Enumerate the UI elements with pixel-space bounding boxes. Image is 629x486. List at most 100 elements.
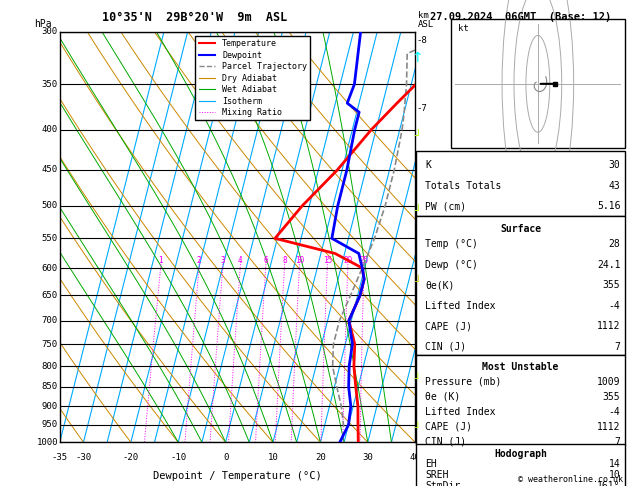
Text: 355: 355 [603, 392, 620, 401]
Text: 400: 400 [42, 125, 58, 134]
Text: 20: 20 [343, 256, 352, 265]
Text: 40: 40 [409, 452, 421, 462]
Text: Dewp (°C): Dewp (°C) [425, 260, 478, 270]
Text: 355: 355 [603, 280, 620, 290]
Text: -10: -10 [170, 452, 186, 462]
Text: CAPE (J): CAPE (J) [425, 422, 472, 432]
Text: 6: 6 [264, 256, 268, 265]
Text: © weatheronline.co.uk: © weatheronline.co.uk [518, 474, 623, 484]
Text: 650: 650 [42, 291, 58, 300]
Text: 161°: 161° [597, 481, 620, 486]
Text: ┘: ┘ [414, 423, 420, 433]
Text: 1: 1 [159, 256, 163, 265]
Text: 25: 25 [359, 256, 369, 265]
Text: 900: 900 [42, 402, 58, 411]
Legend: Temperature, Dewpoint, Parcel Trajectory, Dry Adiabat, Wet Adiabat, Isotherm, Mi: Temperature, Dewpoint, Parcel Trajectory… [196, 36, 311, 121]
Text: Most Unstable: Most Unstable [482, 362, 559, 372]
Text: -30: -30 [75, 452, 91, 462]
Text: km
ASL: km ASL [418, 11, 435, 29]
Text: hPa: hPa [35, 19, 52, 29]
Text: -1: -1 [417, 404, 428, 414]
Text: 1112: 1112 [597, 321, 620, 331]
Text: PW (cm): PW (cm) [425, 201, 466, 211]
Text: SREH: SREH [425, 470, 448, 480]
Text: Dewpoint / Temperature (°C): Dewpoint / Temperature (°C) [153, 471, 322, 481]
Text: 43: 43 [609, 181, 620, 191]
Text: θe(K): θe(K) [425, 280, 454, 290]
Text: 300: 300 [42, 27, 58, 36]
Text: -4: -4 [417, 272, 428, 281]
Text: 350: 350 [42, 80, 58, 88]
Text: Mixing Ratio (g/kg): Mixing Ratio (g/kg) [426, 193, 435, 281]
Text: 10: 10 [267, 452, 279, 462]
Text: Temp (°C): Temp (°C) [425, 240, 478, 249]
Text: 15: 15 [323, 256, 332, 265]
Text: 7: 7 [615, 437, 620, 447]
Text: ↑: ↑ [411, 52, 423, 65]
FancyBboxPatch shape [416, 444, 625, 486]
Text: 10: 10 [295, 256, 304, 265]
Text: Totals Totals: Totals Totals [425, 181, 501, 191]
Text: 1000: 1000 [36, 438, 58, 447]
Text: 850: 850 [42, 382, 58, 391]
Text: ┘: ┘ [414, 277, 420, 287]
FancyBboxPatch shape [416, 216, 625, 355]
Text: -4: -4 [609, 301, 620, 311]
Text: EH: EH [425, 459, 437, 469]
FancyBboxPatch shape [416, 151, 625, 216]
Text: -3: -3 [417, 319, 428, 328]
Text: 7: 7 [615, 342, 620, 351]
Text: Lifted Index: Lifted Index [425, 407, 496, 417]
Text: -7: -7 [417, 104, 428, 113]
Text: 28: 28 [609, 240, 620, 249]
Text: -6: -6 [417, 165, 428, 174]
Text: 14: 14 [609, 459, 620, 469]
Text: 550: 550 [42, 234, 58, 243]
Text: 30: 30 [609, 160, 620, 170]
Text: 20: 20 [315, 452, 326, 462]
Text: -35: -35 [52, 452, 68, 462]
Text: Surface: Surface [500, 224, 541, 234]
Text: Pressure (mb): Pressure (mb) [425, 377, 501, 386]
Text: kt: kt [457, 24, 469, 34]
Text: θe (K): θe (K) [425, 392, 460, 401]
Text: 800: 800 [42, 362, 58, 371]
Text: 27.09.2024  06GMT  (Base: 12): 27.09.2024 06GMT (Base: 12) [430, 12, 611, 22]
Text: 8: 8 [282, 256, 287, 265]
Text: 2: 2 [197, 256, 201, 265]
Text: 450: 450 [42, 165, 58, 174]
FancyBboxPatch shape [451, 19, 625, 148]
Text: 750: 750 [42, 340, 58, 348]
Text: -2: -2 [417, 363, 428, 372]
Text: 10: 10 [609, 470, 620, 480]
Text: 10°35'N  29B°20'W  9m  ASL: 10°35'N 29B°20'W 9m ASL [102, 11, 287, 24]
Text: 1009: 1009 [597, 377, 620, 386]
Text: 950: 950 [42, 420, 58, 429]
Text: 0: 0 [223, 452, 228, 462]
Text: 1112: 1112 [597, 422, 620, 432]
Text: LCL: LCL [417, 422, 433, 432]
Text: -4: -4 [609, 407, 620, 417]
Text: ┘: ┘ [414, 374, 420, 384]
Text: ┘: ┘ [414, 131, 420, 141]
Text: Hodograph: Hodograph [494, 449, 547, 459]
Text: 500: 500 [42, 201, 58, 210]
Text: K: K [425, 160, 431, 170]
Text: 3: 3 [220, 256, 225, 265]
Text: -5: -5 [417, 221, 428, 230]
FancyBboxPatch shape [416, 355, 625, 445]
Text: 24.1: 24.1 [597, 260, 620, 270]
Text: CIN (J): CIN (J) [425, 437, 466, 447]
Text: 4: 4 [238, 256, 242, 265]
Text: ┘: ┘ [414, 207, 420, 216]
Text: 5.16: 5.16 [597, 201, 620, 211]
Text: -20: -20 [123, 452, 139, 462]
Text: StmDir: StmDir [425, 481, 460, 486]
Text: -8: -8 [417, 36, 428, 45]
Text: 30: 30 [362, 452, 373, 462]
Text: 700: 700 [42, 316, 58, 325]
Text: CAPE (J): CAPE (J) [425, 321, 472, 331]
Text: 600: 600 [42, 263, 58, 273]
Text: Lifted Index: Lifted Index [425, 301, 496, 311]
Text: CIN (J): CIN (J) [425, 342, 466, 351]
